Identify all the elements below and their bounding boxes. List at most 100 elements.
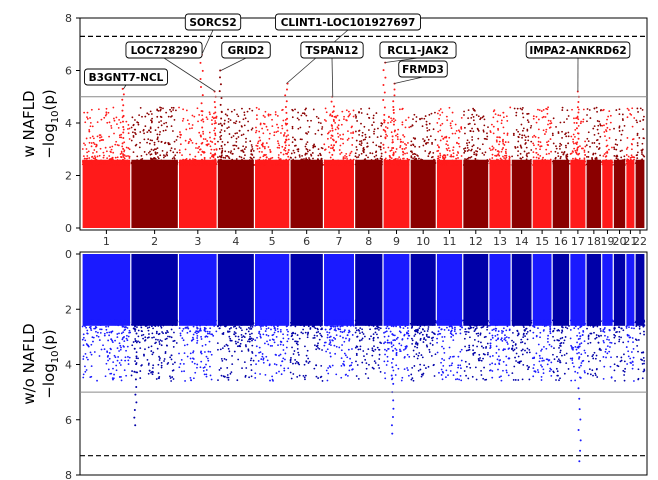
- snp-point: [235, 120, 238, 123]
- snp-point: [192, 351, 194, 354]
- snp-point: [119, 136, 121, 139]
- chr-15-body: [532, 159, 552, 228]
- snp-point: [475, 332, 478, 335]
- snp-point: [121, 163, 124, 166]
- snp-point: [402, 153, 404, 156]
- snp-point: [269, 150, 272, 153]
- snp-point: [426, 163, 429, 166]
- snp-point: [290, 324, 292, 327]
- snp-point: [441, 336, 444, 338]
- snp-point: [422, 319, 424, 322]
- snp-point: [265, 334, 268, 336]
- snp-point: [208, 131, 211, 134]
- snp-point: [282, 357, 285, 360]
- snp-point: [118, 362, 121, 364]
- snp-point: [422, 341, 425, 343]
- snp-point: [495, 140, 498, 143]
- peak-point: [382, 69, 385, 72]
- snp-point: [588, 109, 591, 111]
- snp-point: [208, 161, 211, 164]
- snp-point: [217, 379, 219, 381]
- snp-point: [306, 333, 309, 336]
- snp-point: [240, 134, 243, 137]
- snp-point: [443, 335, 446, 338]
- snp-point: [382, 147, 385, 149]
- snp-point: [402, 134, 405, 136]
- snp-point: [550, 150, 552, 153]
- snp-point: [535, 115, 538, 118]
- snp-point: [468, 363, 471, 365]
- peak-point: [392, 123, 395, 126]
- snp-point: [351, 125, 353, 128]
- snp-point: [408, 126, 411, 129]
- snp-point: [229, 372, 232, 375]
- snp-point: [294, 325, 297, 328]
- snp-point: [304, 145, 307, 148]
- snp-point: [279, 328, 282, 331]
- snp-point: [100, 139, 103, 141]
- snp-point: [491, 329, 494, 332]
- snp-point: [133, 319, 136, 322]
- snp-point: [472, 144, 475, 147]
- snp-point: [157, 162, 159, 164]
- snp-point: [318, 321, 321, 324]
- snp-point: [504, 141, 507, 143]
- snp-point: [149, 153, 152, 156]
- snp-point: [378, 353, 381, 356]
- snp-point: [348, 154, 351, 157]
- snp-point: [610, 159, 612, 162]
- snp-point: [511, 347, 514, 350]
- snp-point: [505, 152, 507, 155]
- snp-point: [405, 119, 407, 122]
- peak-point: [122, 120, 125, 123]
- snp-point: [219, 348, 222, 351]
- snp-point: [102, 344, 104, 347]
- snp-point: [254, 376, 257, 379]
- snp-point: [456, 378, 459, 380]
- peak-point: [383, 121, 386, 124]
- snp-point: [577, 160, 580, 163]
- snp-point: [294, 108, 296, 111]
- snp-point: [268, 322, 271, 325]
- snp-point: [475, 153, 478, 156]
- snp-point: [128, 148, 131, 151]
- snp-point: [546, 159, 549, 162]
- snp-point: [317, 328, 319, 331]
- snp-point: [414, 138, 416, 140]
- snp-point: [598, 162, 601, 165]
- snp-point: [226, 374, 229, 376]
- snp-point: [621, 159, 624, 162]
- snp-point: [450, 364, 453, 367]
- snp-point: [301, 162, 304, 165]
- snp-point: [286, 321, 289, 324]
- snp-point: [572, 157, 574, 160]
- snp-point: [401, 148, 404, 150]
- snp-point: [577, 108, 580, 111]
- peak-point: [332, 119, 335, 122]
- snp-point: [86, 332, 89, 335]
- snp-point: [140, 322, 143, 324]
- snp-point: [522, 116, 525, 119]
- snp-point: [255, 144, 258, 147]
- peak-point: [383, 106, 386, 109]
- snp-point: [170, 380, 173, 382]
- snp-point: [330, 144, 333, 147]
- snp-point: [111, 377, 114, 380]
- snp-point: [395, 321, 398, 324]
- snp-point: [375, 112, 378, 114]
- snp-point: [471, 375, 474, 378]
- snp-point: [329, 130, 332, 132]
- snp-point: [593, 107, 596, 110]
- snp-point: [249, 320, 252, 323]
- snp-point: [631, 143, 633, 146]
- snp-point: [328, 365, 331, 367]
- snp-point: [484, 151, 487, 154]
- snp-point: [457, 152, 460, 154]
- snp-point: [205, 116, 208, 119]
- snp-point: [433, 375, 436, 377]
- snp-point: [239, 345, 242, 348]
- snp-point: [586, 137, 589, 140]
- snp-point: [262, 333, 265, 336]
- snp-point: [413, 113, 416, 116]
- snp-point: [489, 130, 492, 132]
